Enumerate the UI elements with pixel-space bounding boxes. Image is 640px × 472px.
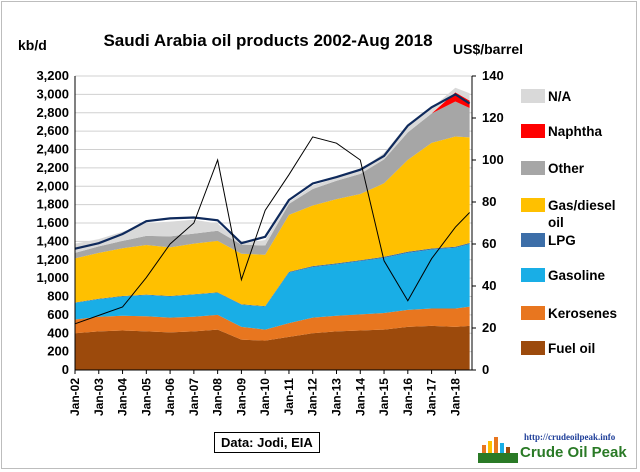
x-tick-label: Jan-07 (187, 378, 201, 416)
y-tick-label: 1,800 (36, 197, 69, 212)
y2-tick-label: 100 (482, 152, 504, 167)
y-tick-label: 2,200 (36, 160, 69, 175)
area-gasoline (75, 244, 470, 330)
y-tick-label: 1,200 (36, 252, 69, 267)
legend-swatch (521, 268, 545, 282)
x-tick-label: Jan-02 (68, 378, 82, 416)
legend-label: Fuel oil (548, 341, 595, 356)
legend-label: Gasoline (548, 268, 606, 283)
y-tick-label: 3,200 (36, 68, 69, 83)
source-note: Data: Jodi, EIA (214, 432, 320, 453)
y2-tick-label: 40 (482, 278, 496, 293)
x-tick-label: Jan-13 (329, 378, 343, 416)
x-tick-label: Jan-04 (116, 378, 130, 416)
x-tick-label: Jan-10 (258, 378, 272, 416)
y-tick-label: 0 (62, 362, 69, 377)
x-tick-label: Jan-16 (401, 378, 415, 416)
chart-title: Saudi Arabia oil products 2002-Aug 2018 (103, 31, 432, 50)
legend-label: LPG (548, 233, 576, 248)
x-tick-label: Jan-17 (425, 378, 439, 416)
logo-name: Crude Oil Peak (520, 444, 627, 461)
legend-swatch (521, 161, 545, 175)
x-tick-label: Jan-12 (306, 378, 320, 416)
legend-label: N/A (548, 89, 572, 104)
y-tick-label: 1,600 (36, 215, 69, 230)
y2-tick-label: 120 (482, 110, 504, 125)
oil-price-line (74, 136, 470, 325)
x-tick-label: Jan-03 (92, 378, 106, 416)
area-other (75, 101, 470, 259)
y-tick-label: 200 (47, 344, 69, 359)
legend-label: Naphtha (548, 124, 602, 139)
y-tick-label: 2,600 (36, 123, 69, 138)
y-tick-label: 400 (47, 325, 69, 340)
y-tick-label: 3,000 (36, 86, 69, 101)
x-tick-label: Jan-18 (448, 378, 462, 416)
logo-url: http://crudeoilpeak.info (524, 432, 616, 442)
y-tick-label: 800 (47, 289, 69, 304)
area-gas-diesel-oil (75, 136, 470, 307)
area-kerosenes (75, 306, 470, 341)
y-tick-label: 1,000 (36, 270, 69, 285)
y2-tick-label: 20 (482, 320, 496, 335)
y2-tick-label: 80 (482, 194, 496, 209)
legend-swatch (521, 89, 545, 103)
x-tick-label: Jan-08 (211, 378, 225, 416)
legend-label: Gas/diesel oil (548, 198, 616, 230)
x-tick-label: Jan-14 (353, 378, 367, 416)
y-tick-label: 2,800 (36, 105, 69, 120)
x-tick-label: Jan-11 (282, 378, 296, 416)
y-tick-label: 2,000 (36, 178, 69, 193)
x-tick-label: Jan-05 (139, 378, 153, 416)
crude-oil-peak-logo: http://crudeoilpeak.info Crude Oil Peak (476, 431, 636, 467)
y2-tick-label: 0 (482, 362, 489, 377)
total-products-line (74, 93, 471, 250)
x-tick-label: Jan-06 (163, 378, 177, 416)
x-tick-label: Jan-09 (234, 378, 248, 416)
legend-label: Other (548, 161, 585, 176)
oil-pump-icon (478, 437, 518, 463)
area-fuel-oil (75, 325, 470, 370)
y2-tick-label: 140 (482, 68, 504, 83)
legend-swatch (521, 124, 545, 138)
legend-swatch (521, 233, 545, 247)
y2-axis-label: US$/barrel (453, 41, 523, 57)
legend-swatch (521, 198, 545, 212)
legend-swatch (521, 306, 545, 320)
y-tick-label: 600 (47, 307, 69, 322)
legend-swatch (521, 341, 545, 355)
y-tick-label: 1,400 (36, 233, 69, 248)
legend-label: Kerosenes (548, 306, 617, 321)
x-tick-label: Jan-15 (377, 378, 391, 416)
y2-tick-label: 60 (482, 236, 496, 251)
area-lpg (75, 243, 470, 307)
y-tick-label: 2,400 (36, 142, 69, 157)
y-axis-label: kb/d (18, 37, 47, 53)
